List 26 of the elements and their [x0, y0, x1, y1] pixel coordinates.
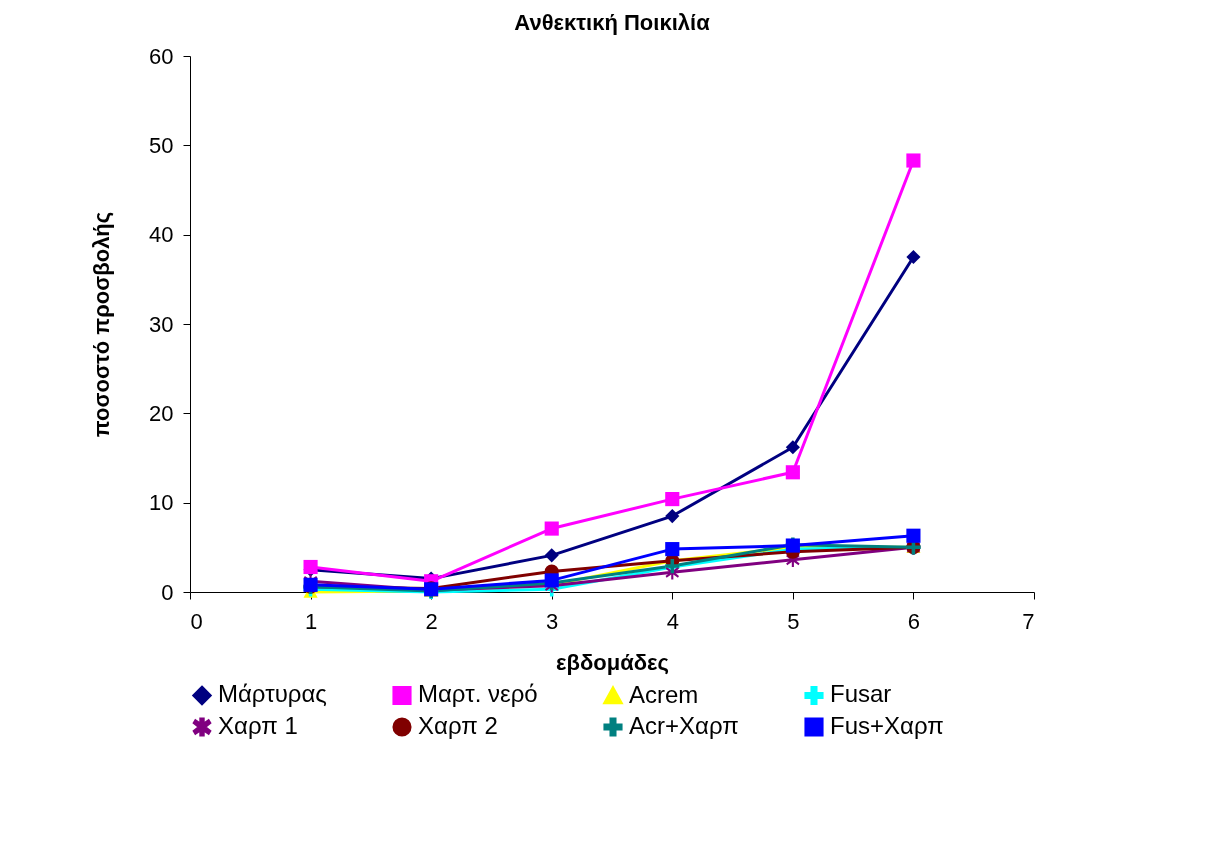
y-axis-title: ποσοστό προσβολής	[89, 211, 115, 438]
y-tick-label: 0	[161, 579, 174, 605]
x-tick-label: 7	[1022, 608, 1035, 634]
x-tick-label: 4	[666, 608, 679, 634]
chart-title: Ανθεκτική Ποικιλία	[514, 10, 711, 35]
x-tick-label: 0	[190, 608, 203, 634]
legend-label: Χαρπ 1	[218, 712, 298, 739]
legend-label: Acrem	[629, 681, 699, 709]
x-tick-label: 2	[425, 608, 438, 634]
y-tick-label: 20	[149, 400, 174, 426]
y-tick-label: 60	[149, 43, 174, 69]
legend-label: Χαρπ 2	[418, 712, 498, 739]
x-tick-label: 1	[304, 608, 318, 634]
legend-label: Μαρτ. νερό	[418, 680, 538, 708]
legend-label: Fus+Χαρπ	[830, 712, 944, 739]
x-tick-label: 6	[907, 608, 921, 634]
legend-label: Μάρτυρας	[218, 680, 327, 708]
x-tick-label: 5	[787, 608, 800, 634]
y-tick-label: 30	[149, 311, 174, 337]
x-tick-label: 3	[546, 608, 559, 634]
y-tick-label: 40	[149, 222, 174, 248]
y-tick-label: 10	[149, 490, 174, 516]
legend-label: Fusar	[830, 680, 892, 708]
x-axis-title: εβδομάδες	[556, 649, 669, 675]
legend-label: Acr+Χαρπ	[629, 712, 739, 739]
y-tick-label: 50	[149, 132, 174, 158]
